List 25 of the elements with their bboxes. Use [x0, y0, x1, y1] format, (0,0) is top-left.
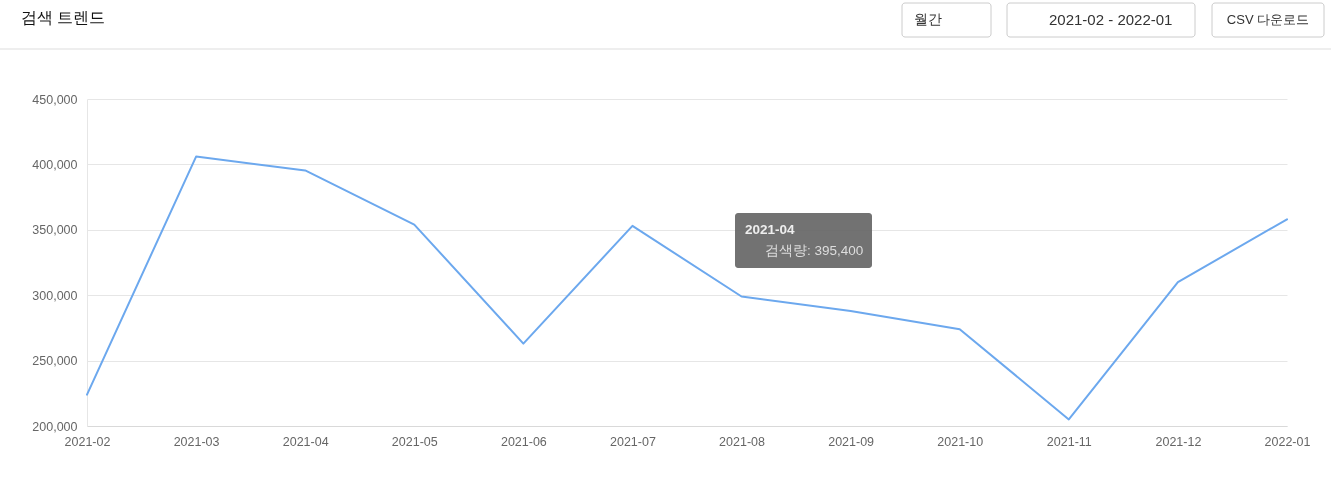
x-tick-label: 2022-01 — [1264, 434, 1311, 449]
y-tick-label: 400,000 — [32, 157, 78, 172]
x-tick-label: 2021-03 — [173, 434, 220, 449]
x-tick-label: 2021-06 — [500, 434, 547, 449]
y-tick-label: 250,000 — [32, 354, 78, 369]
x-tick-label: 2021-10 — [937, 434, 984, 449]
x-tick-label: 2021-07 — [610, 434, 656, 449]
x-tick-label: 2021-12 — [1155, 434, 1202, 449]
x-tick-label: 2021-04 — [282, 434, 329, 449]
x-tick-label: 2021-09 — [828, 434, 875, 449]
chart-title: 검색 트렌드 — [21, 9, 106, 26]
x-tick-label: 2021-02 — [64, 434, 111, 449]
x-tick-label: 2021-05 — [391, 434, 438, 449]
y-tick-label: 300,000 — [32, 288, 78, 303]
annotation: 2021-04 — [745, 222, 796, 237]
text: 2021-02 - 2022-01 — [1049, 11, 1173, 28]
y-tick-label: 450,000 — [32, 92, 78, 107]
y-tick-label: 350,000 — [32, 223, 78, 238]
text: CSV 다운로드 — [1226, 12, 1310, 27]
text: 월간 — [914, 12, 942, 27]
line-series — [86, 155, 1288, 421]
annotation: 검색량: 395,400 — [765, 243, 864, 258]
x-tick-label: 2021-08 — [719, 434, 766, 449]
x-tick-label: 2021-11 — [1046, 434, 1092, 449]
y-tick-label: 200,000 — [32, 419, 78, 434]
